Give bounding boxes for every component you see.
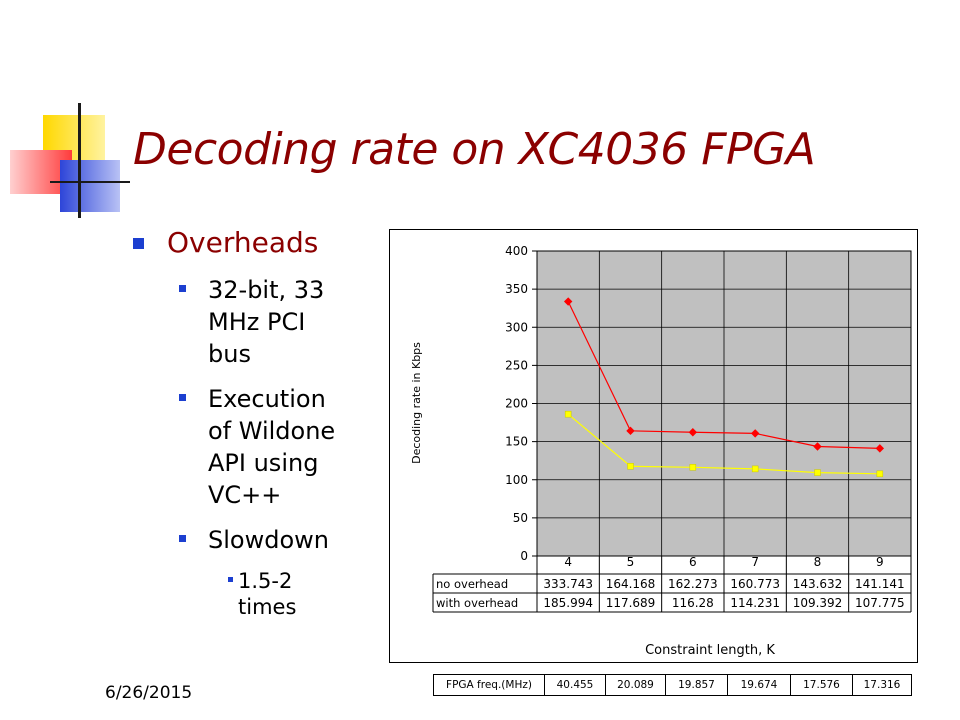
bullet-execution-api: Execution of Wildone API using VC++ — [130, 383, 375, 511]
x-tick-label: 5 — [627, 555, 635, 569]
bullet-text-line: times — [238, 595, 297, 619]
series-line-with-overhead — [567, 413, 880, 475]
slide-date: 6/26/2015 — [105, 683, 193, 703]
fpga-frequency-value: 17.316 — [852, 674, 912, 696]
data-point — [688, 428, 698, 437]
bullet-overheads: Overheads — [130, 225, 375, 261]
data-point — [689, 464, 697, 471]
data-point — [627, 463, 634, 470]
data-label: 109.392 — [793, 596, 843, 610]
logo-horizontal-line — [50, 181, 130, 183]
y-tick-label: 350 — [505, 282, 528, 296]
data-label: 164.168 — [606, 577, 656, 591]
slide-title: Decoding rate on XC4036 FPGA — [133, 124, 816, 175]
data-point — [563, 297, 573, 306]
x-tick-label: 9 — [876, 555, 884, 569]
bullet-text-line: VC++ — [208, 481, 282, 509]
data-label: 116.28 — [672, 596, 714, 610]
data-point — [564, 410, 572, 418]
fpga-frequency-value: 19.674 — [727, 674, 791, 696]
bullet-text-line: MHz PCI — [208, 308, 306, 336]
x-tick-label: 4 — [564, 555, 572, 569]
data-point — [876, 470, 884, 478]
data-label: 162.273 — [668, 577, 718, 591]
data-label: 143.632 — [793, 577, 843, 591]
y-tick-label: 150 — [505, 435, 528, 449]
sub-bullet-slowdown-factor: 1.5-2 times — [130, 568, 375, 620]
logo-vertical-line — [78, 103, 81, 218]
data-point — [751, 465, 759, 473]
data-label: 141.141 — [855, 577, 905, 591]
line-chart: 0 50 100 150 200 250 300 350 400 Decoding rate in… — [410, 244, 912, 658]
x-tick-label: 6 — [689, 555, 697, 569]
bullet-pci-bus: 32-bit, 33 MHz PCI bus — [130, 274, 375, 370]
data-label: 114.231 — [730, 596, 780, 610]
y-tick-label: 250 — [505, 358, 528, 372]
data-label: 117.689 — [606, 596, 656, 610]
fpga-frequency-value: 20.089 — [605, 674, 666, 696]
bullet-slowdown: Slowdown — [130, 524, 375, 556]
data-point — [875, 444, 885, 453]
data-label: 107.775 — [855, 596, 905, 610]
data-label: 160.773 — [730, 577, 780, 591]
y-tick-label: 0 — [520, 549, 528, 563]
y-tick-label: 50 — [513, 511, 528, 525]
x-axis-label: Constraint length, K — [645, 643, 775, 658]
fpga-frequency-value: 17.576 — [790, 674, 853, 696]
y-tick-label: 100 — [505, 473, 528, 487]
y-axis-label: Decoding rate in Kbps — [410, 342, 423, 464]
x-tick-label: 8 — [814, 555, 822, 569]
y-tick-label: 200 — [505, 397, 528, 411]
y-tick-label: 400 — [505, 244, 528, 258]
bullet-list: Overheads 32-bit, 33 MHz PCI bus Executi… — [130, 225, 375, 620]
data-point — [813, 442, 822, 451]
fpga-frequency-value: 19.857 — [665, 674, 728, 696]
bullet-text-line: 32-bit, 33 — [208, 276, 325, 304]
bullet-text-line: bus — [208, 340, 251, 368]
x-tick-label: 7 — [751, 555, 759, 569]
table-series-label: no overhead — [436, 577, 508, 591]
data-point — [814, 469, 821, 476]
bullet-text-line: API using — [208, 449, 319, 477]
fpga-frequency-row: FPGA freq.(MHz) 40.455 20.089 19.857 19.674… — [433, 674, 912, 696]
bullet-text-line: Execution — [208, 385, 326, 413]
bullet-text-line: 1.5-2 — [238, 569, 293, 593]
fpga-frequency-header: FPGA freq.(MHz) — [433, 674, 545, 696]
logo-blue-square — [60, 160, 120, 212]
fpga-frequency-table: FPGA freq.(MHz) 40.455 20.089 19.857 19.674… — [433, 674, 912, 696]
y-tick-label: 300 — [505, 320, 528, 334]
table-series-label: with overhead — [436, 596, 518, 610]
data-point — [626, 426, 635, 436]
data-label: 333.743 — [543, 577, 593, 591]
data-point — [750, 429, 760, 438]
chart-frame: 0 50 100 150 200 250 300 350 400 Decoding rate in… — [389, 229, 918, 663]
data-label: 185.994 — [543, 596, 593, 610]
bullet-text-line: Slowdown — [208, 526, 329, 554]
fpga-frequency-value: 40.455 — [544, 674, 606, 696]
series-line-no-overhead — [567, 301, 880, 449]
bullet-text-line: of Wildone — [208, 417, 336, 445]
